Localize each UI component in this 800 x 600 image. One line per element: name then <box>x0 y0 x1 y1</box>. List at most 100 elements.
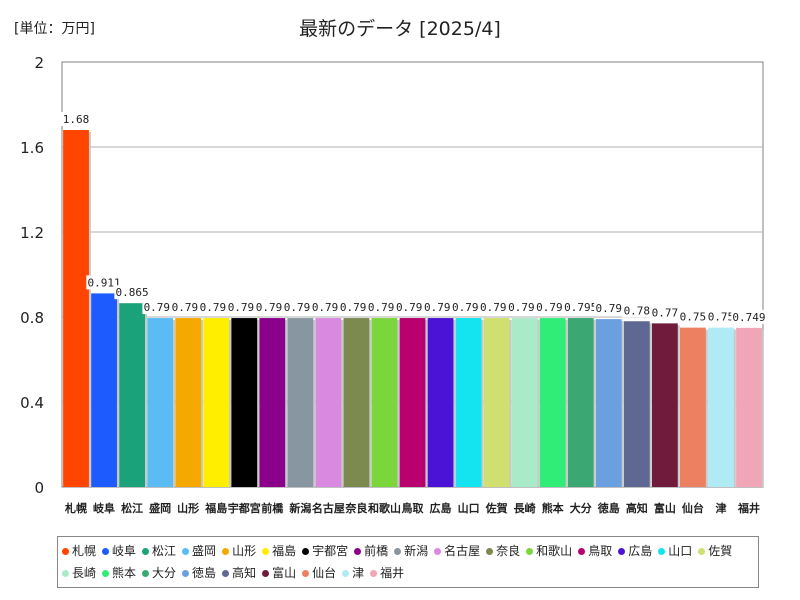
bar <box>427 318 454 487</box>
legend-label: 熊本 <box>112 566 137 580</box>
data-label-bg <box>422 300 459 315</box>
legend-swatch <box>526 548 534 555</box>
legend-label: 岐阜 <box>112 544 137 558</box>
legend-item: 佐賀 <box>698 540 732 562</box>
data-label-bg <box>366 300 403 315</box>
x-tick-label: 和歌山 <box>368 501 401 515</box>
data-label-bg <box>678 309 708 324</box>
legend-swatch <box>62 548 69 555</box>
bar <box>147 318 174 487</box>
legend-item: 新潟 <box>394 540 428 562</box>
legend-label: 福井 <box>380 566 405 580</box>
legend-item: 津 <box>342 562 364 584</box>
data-label-bg <box>478 300 515 315</box>
x-tick-label: 福島 <box>204 501 227 515</box>
bar <box>119 303 145 487</box>
legend-item: 仙台 <box>302 562 336 584</box>
data-label: 1.68 <box>63 113 90 126</box>
bar <box>680 327 706 487</box>
data-label-bg <box>650 305 680 320</box>
legend-item: 松江 <box>142 540 176 562</box>
legend-label: 山口 <box>668 544 693 558</box>
legend-item: 和歌山 <box>526 540 572 562</box>
legend-label: 津 <box>352 566 365 580</box>
legend-swatch <box>698 548 706 555</box>
bar <box>567 318 594 487</box>
legend-swatch <box>262 548 270 555</box>
legend-label: 山形 <box>232 544 257 558</box>
legend-label: 富山 <box>272 566 297 580</box>
legend-swatch <box>142 548 150 555</box>
legend-item: 札幌 <box>62 540 96 562</box>
unit-label: [単位：万円] <box>14 21 95 37</box>
data-label: 0.795 <box>452 301 485 314</box>
data-label: 0.75 <box>680 311 707 324</box>
bar <box>287 318 314 487</box>
data-label: 0.795 <box>256 301 289 314</box>
legend-item: 徳島 <box>182 562 216 584</box>
data-label-bg <box>86 275 122 290</box>
bar <box>708 327 734 487</box>
legend-swatch <box>434 548 442 555</box>
legend-swatch <box>62 570 69 577</box>
y-tick-label: 0 <box>34 479 44 497</box>
legend-label: 徳島 <box>192 566 217 580</box>
bar <box>343 318 370 487</box>
y-tick-label: 1.6 <box>20 139 44 157</box>
x-tick-label: 山形 <box>177 501 199 515</box>
legend-item: 岐阜 <box>102 540 136 562</box>
x-tick-label: 盛岡 <box>149 501 171 515</box>
x-tick-label: 前橋 <box>261 501 284 515</box>
legend-item: 山口 <box>658 540 692 562</box>
data-label-bg <box>114 285 150 300</box>
legend-label: 宇都宮 <box>312 544 349 558</box>
x-tick-label: 富山 <box>654 501 676 515</box>
x-tick-label: 広島 <box>430 501 452 515</box>
bar <box>371 318 398 487</box>
legend-swatch <box>182 548 190 555</box>
x-tick-label: 奈良 <box>344 501 367 515</box>
legend-label: 仙台 <box>312 566 337 580</box>
bar <box>231 318 258 487</box>
y-tick-label: 0.4 <box>20 394 44 412</box>
x-tick-label: 高知 <box>626 501 648 515</box>
legend-item: 長崎 <box>62 562 96 584</box>
x-tick-label: 津 <box>715 501 726 515</box>
data-label-bg <box>61 112 91 126</box>
data-label-bg <box>338 300 375 315</box>
legend-swatch <box>578 548 586 555</box>
data-label: 0.77 <box>652 306 679 319</box>
data-label: 0.795 <box>228 301 261 314</box>
data-label: 0.795 <box>284 301 317 314</box>
legend-label: 奈良 <box>496 544 521 558</box>
data-label: 0.795 <box>340 301 373 314</box>
data-label-bg <box>506 300 543 315</box>
legend: 札幌 岐阜 松江 盛岡 山形 福島 宇都宮 前橋 新潟 名古屋 奈良 和歌山 鳥取 広島 山口 佐賀長崎 熊本 大… <box>57 536 759 588</box>
bar <box>736 327 762 487</box>
legend-label: 盛岡 <box>192 544 217 558</box>
data-label-bg <box>254 300 291 315</box>
data-label: 0.795 <box>508 301 541 314</box>
legend-item: 富山 <box>262 562 296 584</box>
data-label-bg <box>226 300 263 315</box>
legend-item: 山形 <box>222 540 256 562</box>
legend-item: 高知 <box>222 562 256 584</box>
legend-item: 鳥取 <box>578 540 612 562</box>
legend-item: 奈良 <box>486 540 520 562</box>
x-tick-label: 札幌 <box>64 501 87 515</box>
data-label: 0.795 <box>312 301 345 314</box>
data-label-bg <box>198 300 234 315</box>
x-tick-label: 熊本 <box>542 501 564 515</box>
legend-label: 長崎 <box>72 566 97 580</box>
data-label: 0.865 <box>116 286 149 299</box>
data-label: 0.795 <box>368 301 401 314</box>
legend-label: 高知 <box>232 566 257 580</box>
legend-swatch <box>618 548 626 555</box>
x-tick-label: 松江 <box>121 501 143 515</box>
bar <box>539 318 566 487</box>
data-label: 0.79 <box>596 302 623 315</box>
data-label-bg <box>706 309 736 324</box>
bar <box>259 318 286 487</box>
legend-item: 名古屋 <box>434 540 480 562</box>
x-tick-label: 福井 <box>737 501 760 515</box>
